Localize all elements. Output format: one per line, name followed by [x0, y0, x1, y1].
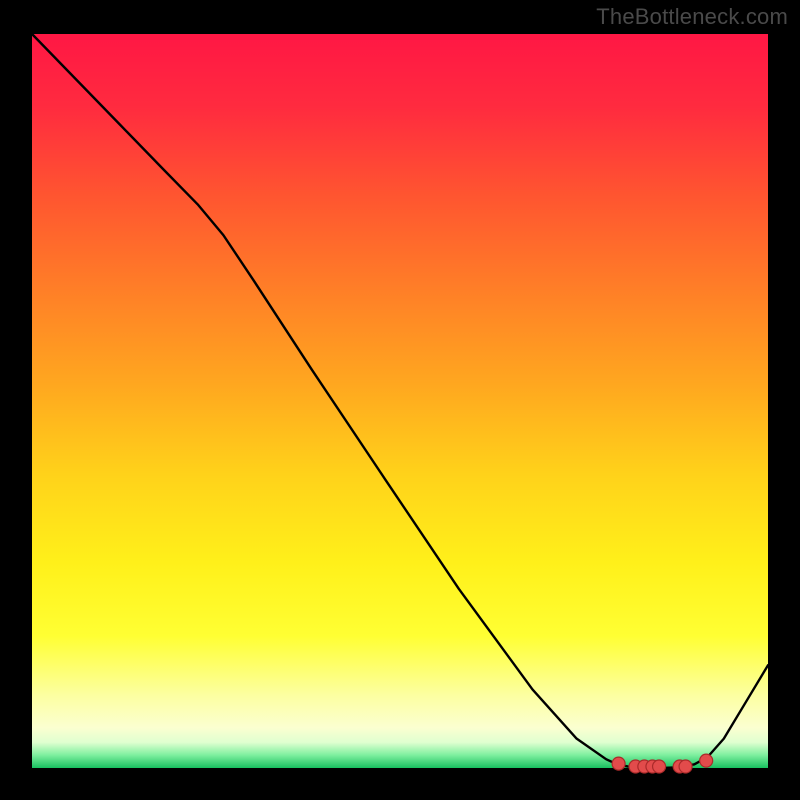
curve-marker	[679, 760, 692, 773]
curve-marker	[612, 757, 625, 770]
watermark-text: TheBottleneck.com	[596, 4, 788, 30]
curve-marker	[700, 754, 713, 767]
plot-background	[32, 34, 768, 768]
curve-marker	[653, 760, 666, 773]
